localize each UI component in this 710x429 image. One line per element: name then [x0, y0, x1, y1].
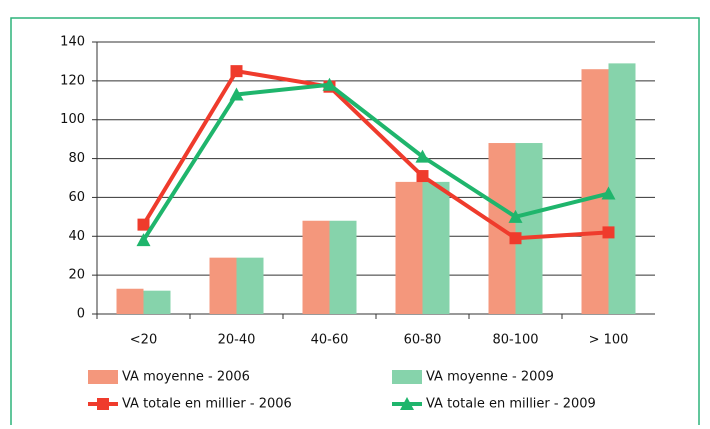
bar — [515, 143, 543, 314]
marker — [602, 226, 615, 239]
y-tick-label: 80 — [68, 151, 85, 166]
marker — [415, 149, 430, 163]
marker — [416, 170, 429, 183]
legend-swatch — [88, 370, 118, 384]
bar — [608, 63, 636, 314]
y-tick-label: 20 — [68, 268, 85, 283]
line — [141, 82, 609, 242]
legend-marker — [400, 397, 414, 410]
bar — [395, 181, 423, 314]
marker — [509, 232, 522, 245]
bar — [116, 288, 144, 314]
legend-marker — [97, 398, 109, 410]
marker — [601, 186, 616, 200]
legend-label: VA moyenne - 2006 — [122, 370, 250, 385]
y-tick-label: 140 — [60, 35, 85, 50]
bar — [581, 69, 609, 314]
marker — [137, 218, 150, 231]
bar — [302, 220, 330, 314]
bar — [236, 257, 264, 314]
legend-label: VA totale en millier - 2006 — [122, 397, 292, 412]
x-tick-label: 40-60 — [311, 333, 349, 348]
marker — [322, 77, 337, 91]
marker — [136, 233, 151, 247]
y-tick-label: 0 — [77, 307, 85, 322]
line — [141, 69, 609, 241]
legend-swatch — [392, 370, 422, 384]
y-tick-label: 40 — [68, 229, 85, 244]
marker — [508, 209, 523, 223]
legend-label: VA moyenne - 2009 — [426, 370, 554, 385]
bar — [209, 257, 237, 314]
x-tick-label: 60-80 — [404, 333, 442, 348]
y-tick-label: 60 — [68, 190, 85, 205]
y-tick-label: 120 — [60, 73, 85, 88]
x-tick-label: 20-40 — [218, 333, 256, 348]
x-tick-label: 80-100 — [492, 333, 538, 348]
bar — [329, 220, 357, 314]
x-tick-label: <20 — [130, 333, 157, 348]
marker — [229, 87, 244, 101]
x-tick-label: > 100 — [589, 333, 629, 348]
bar — [422, 181, 450, 314]
legend-label: VA totale en millier - 2009 — [426, 397, 596, 412]
y-tick-label: 100 — [60, 112, 85, 127]
bar — [143, 290, 171, 314]
marker — [230, 65, 243, 78]
